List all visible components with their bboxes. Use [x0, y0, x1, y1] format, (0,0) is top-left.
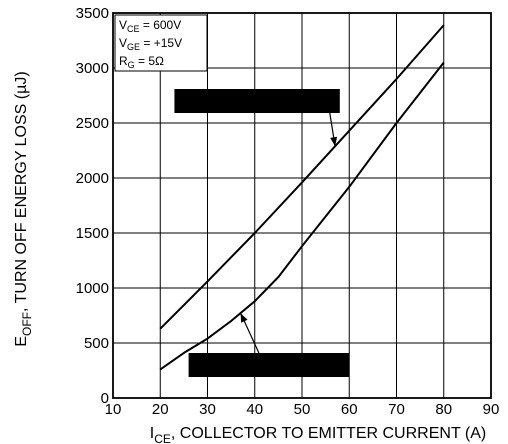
x-tick-label: 80	[435, 401, 452, 418]
callout-arrowhead-2	[240, 313, 248, 323]
x-tick-label: 40	[246, 401, 263, 418]
condition-symbol: V	[119, 36, 127, 50]
x-axis-symbol: I	[150, 425, 154, 442]
callout-arrowhead-1	[330, 136, 338, 147]
series-callouts	[174, 89, 350, 377]
condition-symbol: R	[119, 54, 128, 68]
x-axis-title: ICE, COLLECTOR TO EMITTER CURRENT (A)	[150, 425, 486, 444]
y-axis-title: EOFF, TURN OFF ENERGY LOSS (µJ)	[13, 71, 34, 346]
y-tick-label: 2000	[76, 170, 109, 187]
x-axis-subscript: CE	[154, 432, 171, 444]
conditions-frame	[114, 14, 208, 72]
y-axis-subscript: OFF	[20, 312, 34, 336]
callout-label-box-2	[188, 353, 350, 377]
condition-subscript: CE	[127, 24, 140, 34]
condition-value: = 600V	[140, 18, 182, 32]
series-line-1	[159, 24, 445, 330]
x-tick-label: 30	[199, 401, 216, 418]
y-tick-label: 2500	[76, 115, 109, 132]
condition-line: VGE = +15V	[119, 36, 182, 52]
x-tick-labels: 10 20 30 40 50 60 70 80 90	[105, 401, 500, 418]
x-axis-label: , COLLECTOR TO EMITTER CURRENT (A)	[171, 425, 486, 442]
plot-frame	[112, 12, 492, 399]
condition-line: VCE = 600V	[119, 18, 181, 34]
y-tick-labels: 0 500 1000 1500 2000 2500 3000 3500	[76, 5, 109, 407]
x-tick-label: 60	[341, 401, 358, 418]
condition-value: = 5Ω	[135, 54, 164, 68]
condition-subscript: G	[128, 60, 135, 70]
y-tick-label: 3500	[76, 5, 109, 22]
condition-symbol: V	[119, 18, 127, 32]
y-tick-label: 500	[84, 335, 109, 352]
y-tick-label: 1000	[76, 280, 109, 297]
data-series	[159, 24, 445, 371]
x-tick-label: 10	[105, 401, 122, 418]
callout-label-box-1	[174, 89, 340, 113]
x-tick-label: 50	[294, 401, 311, 418]
condition-line: RG = 5Ω	[119, 54, 164, 70]
y-axis-label: , TURN OFF ENERGY LOSS (µJ)	[13, 71, 30, 312]
series-line-2	[159, 61, 445, 371]
y-axis-symbol: E	[13, 336, 30, 347]
condition-value: = +15V	[140, 36, 182, 50]
condition-subscript: GE	[127, 42, 140, 52]
y-tick-label: 1500	[76, 225, 109, 242]
y-tick-label: 0	[101, 390, 109, 407]
x-tick-label: 20	[152, 401, 169, 418]
x-tick-label: 70	[388, 401, 405, 418]
x-tick-label: 90	[483, 401, 500, 418]
y-tick-label: 3000	[76, 60, 109, 77]
